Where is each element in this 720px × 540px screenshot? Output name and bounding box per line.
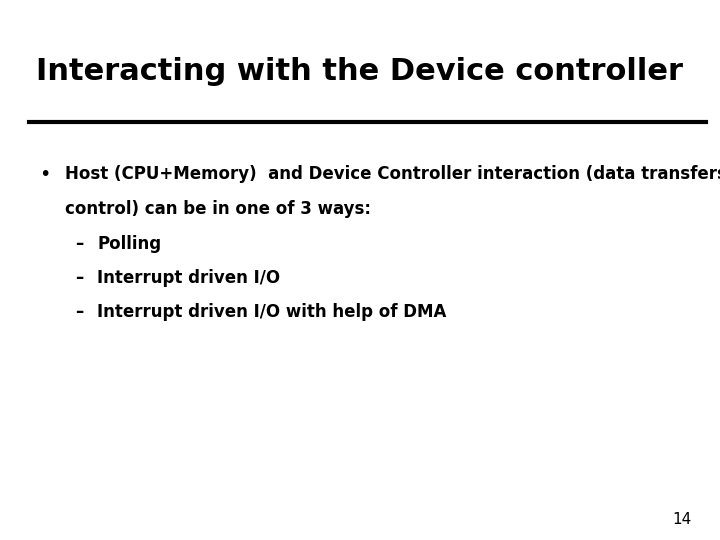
Text: Interrupt driven I/O: Interrupt driven I/O (97, 269, 280, 287)
Text: –: – (76, 269, 84, 287)
Text: Host (CPU+Memory)  and Device Controller interaction (data transfers and: Host (CPU+Memory) and Device Controller … (65, 165, 720, 183)
Text: –: – (76, 303, 84, 321)
Text: 14: 14 (672, 511, 691, 526)
Text: control) can be in one of 3 ways:: control) can be in one of 3 ways: (65, 200, 371, 218)
Text: Interrupt driven I/O with help of DMA: Interrupt driven I/O with help of DMA (97, 303, 446, 321)
Text: •: • (40, 165, 51, 184)
Text: Interacting with the Device controller: Interacting with the Device controller (37, 57, 683, 86)
Text: –: – (76, 235, 84, 253)
Text: Polling: Polling (97, 235, 161, 253)
